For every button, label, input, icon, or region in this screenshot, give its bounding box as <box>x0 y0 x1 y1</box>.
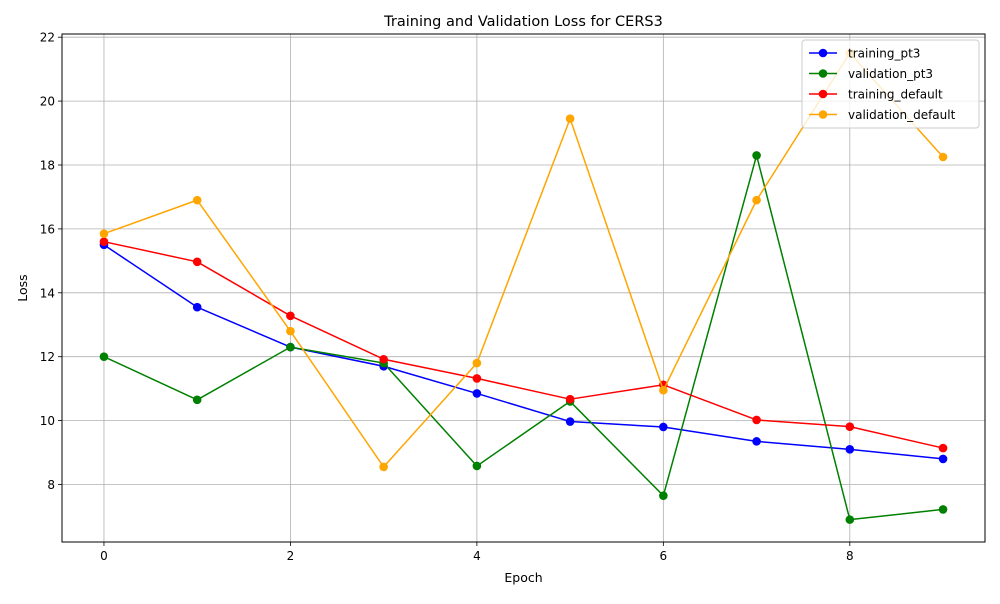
data-point-validation_default <box>752 195 761 205</box>
data-point-validation_default <box>938 152 948 162</box>
chart-title: Training and Validation Loss for CERS3 <box>383 14 663 30</box>
legend-label: validation_pt3 <box>848 67 933 81</box>
legend-swatch-marker <box>818 110 828 119</box>
data-point-validation_pt3 <box>286 342 295 352</box>
data-point-training_pt3 <box>752 437 761 446</box>
y-tick-label: 22 <box>40 31 55 45</box>
y-tick-label: 12 <box>40 350 55 364</box>
data-point-training_default <box>286 311 295 321</box>
y-tick-label: 10 <box>40 414 55 428</box>
data-point-training_default <box>99 237 109 246</box>
legend-item: training_pt3 <box>809 47 920 61</box>
legend-label: validation_default <box>848 108 956 122</box>
data-point-training_default <box>472 374 482 383</box>
y-axis-label: Loss <box>15 274 30 301</box>
legend-label: training_pt3 <box>848 47 920 61</box>
series-training_default <box>99 237 948 453</box>
legend-box <box>801 39 980 129</box>
data-point-training_default <box>565 394 575 404</box>
legend-swatch-marker <box>818 89 828 99</box>
data-point-training_pt3 <box>565 417 575 426</box>
x-tick-label: 4 <box>473 549 481 563</box>
series-line-training_pt3 <box>103 244 944 460</box>
data-point-training_pt3 <box>938 454 948 464</box>
data-point-validation_default <box>565 114 575 123</box>
data-point-training_pt3 <box>472 389 482 398</box>
data-point-training_default <box>192 257 202 267</box>
legend-swatch-marker <box>818 48 828 58</box>
data-point-validation_pt3 <box>99 352 109 361</box>
x-tick-label: 2 <box>287 549 295 563</box>
x-axis-label: Epoch <box>504 570 542 585</box>
data-point-validation_pt3 <box>752 151 761 160</box>
x-tick-label: 0 <box>100 549 108 563</box>
y-tick-label: 18 <box>40 158 55 172</box>
data-point-training_default <box>752 415 761 425</box>
y-tick-label: 16 <box>40 222 55 236</box>
data-point-validation_default <box>99 229 109 238</box>
x-tick-label: 6 <box>660 549 668 563</box>
legend-item: validation_pt3 <box>809 67 933 81</box>
data-point-training_pt3 <box>845 445 855 454</box>
data-point-training_default <box>938 443 948 453</box>
data-point-validation_default <box>286 326 295 336</box>
data-point-validation_default <box>472 358 482 368</box>
legend: training_pt3 validation_pt3 training_defau… <box>801 39 980 129</box>
series-line-training_default <box>103 240 944 449</box>
axis-ticks: 0 2 4 6 8 8 10 12 14 16 18 20 22 <box>40 31 854 563</box>
data-point-validation_pt3 <box>845 515 855 524</box>
data-point-validation_default <box>659 385 668 395</box>
data-point-validation_default <box>192 195 202 205</box>
data-point-training_default <box>379 354 388 364</box>
grid <box>62 34 985 542</box>
data-point-training_default <box>845 422 855 431</box>
series-validation_pt3 <box>99 151 948 524</box>
data-point-validation_pt3 <box>192 395 202 405</box>
legend-swatch-marker <box>818 69 828 78</box>
legend-item: validation_default <box>809 108 956 122</box>
y-tick-label: 14 <box>40 286 55 300</box>
data-point-validation_pt3 <box>659 491 668 500</box>
x-tick-label: 8 <box>846 549 854 563</box>
legend-label: training_default <box>848 88 943 102</box>
data-point-training_pt3 <box>659 422 668 432</box>
legend-item: training_default <box>809 88 943 102</box>
series-line-validation_pt3 <box>103 154 944 521</box>
plot-area-frame <box>61 33 986 543</box>
data-point-validation_default <box>379 462 388 472</box>
data-point-validation_pt3 <box>472 461 482 471</box>
y-tick-label: 20 <box>40 95 55 109</box>
data-point-validation_pt3 <box>938 505 948 514</box>
data-point-training_pt3 <box>192 302 202 312</box>
y-tick-label: 8 <box>47 478 55 492</box>
